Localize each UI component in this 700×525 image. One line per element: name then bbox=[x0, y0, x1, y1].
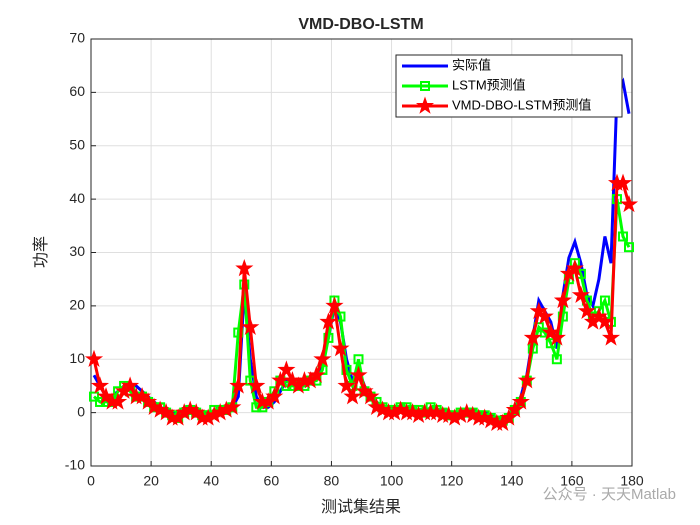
marker-star bbox=[517, 371, 536, 389]
y-tick-label: 20 bbox=[69, 297, 85, 313]
marker-star bbox=[331, 339, 350, 357]
marker-star bbox=[499, 408, 518, 426]
marker-star bbox=[571, 285, 590, 303]
marker-star bbox=[90, 376, 110, 394]
marker-square bbox=[95, 396, 106, 407]
legend-label: LSTM预测值 bbox=[452, 77, 526, 92]
marker-square bbox=[251, 402, 262, 413]
marker-star bbox=[553, 290, 572, 309]
marker-square bbox=[623, 242, 634, 253]
marker-star bbox=[565, 258, 584, 277]
x-axis-label: 测试集结果 bbox=[321, 498, 401, 516]
marker-star bbox=[505, 400, 524, 418]
marker-star bbox=[361, 387, 380, 405]
marker-star bbox=[108, 392, 128, 410]
marker-star bbox=[619, 194, 639, 213]
y-tick-label: 0 bbox=[77, 403, 85, 419]
marker-star bbox=[511, 392, 530, 410]
axes-box bbox=[90, 38, 633, 467]
marker-star bbox=[415, 96, 435, 114]
legend-label: 实际值 bbox=[452, 57, 491, 72]
marker-star bbox=[247, 376, 266, 394]
x-tick-label: 60 bbox=[264, 473, 280, 489]
y-tick-label: 40 bbox=[69, 190, 85, 206]
marker-star bbox=[613, 173, 633, 191]
marker-square bbox=[545, 338, 556, 349]
marker-star bbox=[577, 301, 596, 319]
marker-star bbox=[535, 307, 554, 325]
marker-star bbox=[307, 365, 326, 383]
marker-star bbox=[121, 376, 140, 394]
marker-square bbox=[551, 354, 562, 365]
x-tick-label: 140 bbox=[500, 473, 524, 489]
y-tick-label: 50 bbox=[69, 136, 85, 152]
marker-square bbox=[420, 81, 430, 91]
y-tick-label: -10 bbox=[65, 457, 85, 473]
x-tick-label: 120 bbox=[440, 473, 464, 489]
marker-square bbox=[281, 380, 292, 391]
y-tick-label: 70 bbox=[69, 30, 85, 46]
marker-star bbox=[601, 328, 621, 346]
marker-star bbox=[313, 349, 332, 367]
watermark: 公众号 · 天天Matlab bbox=[543, 486, 676, 503]
marker-star bbox=[343, 387, 362, 405]
marker-square bbox=[599, 295, 610, 306]
marker-star bbox=[265, 387, 284, 405]
y-axis-label: 功率 bbox=[32, 236, 50, 268]
legend-label: VMD-DBO-LSTM预测值 bbox=[452, 97, 591, 112]
y-tick-label: 30 bbox=[69, 243, 85, 259]
marker-star bbox=[235, 258, 254, 277]
marker-star bbox=[547, 328, 566, 346]
marker-square bbox=[353, 354, 364, 365]
marker-square bbox=[617, 231, 628, 242]
marker-star bbox=[223, 397, 242, 416]
x-tick-label: 80 bbox=[324, 473, 340, 489]
x-tick-label: 160 bbox=[560, 473, 584, 489]
x-tick-label: 20 bbox=[143, 473, 159, 489]
x-tick-label: 40 bbox=[203, 473, 219, 489]
marker-star bbox=[523, 328, 542, 346]
x-tick-label: 180 bbox=[620, 473, 644, 489]
marker-square bbox=[89, 391, 100, 402]
marker-star bbox=[349, 365, 368, 383]
y-tick-label: 10 bbox=[69, 350, 85, 366]
marker-star bbox=[241, 317, 260, 335]
marker-star bbox=[319, 312, 338, 330]
legend: 实际值 LSTM预测值 VMD-DBO-LSTM预测值 bbox=[395, 54, 623, 118]
marker-star bbox=[84, 349, 104, 367]
marker-star bbox=[337, 376, 356, 394]
x-tick-label: 0 bbox=[87, 473, 95, 489]
y-tick-label: 60 bbox=[69, 83, 85, 99]
marker-star bbox=[277, 360, 296, 378]
chart-title: VMD-DBO-LSTM bbox=[298, 16, 423, 33]
x-tick-label: 100 bbox=[380, 473, 404, 489]
marker-star bbox=[229, 376, 248, 394]
marker-star bbox=[595, 312, 615, 330]
marker-star bbox=[325, 296, 344, 314]
